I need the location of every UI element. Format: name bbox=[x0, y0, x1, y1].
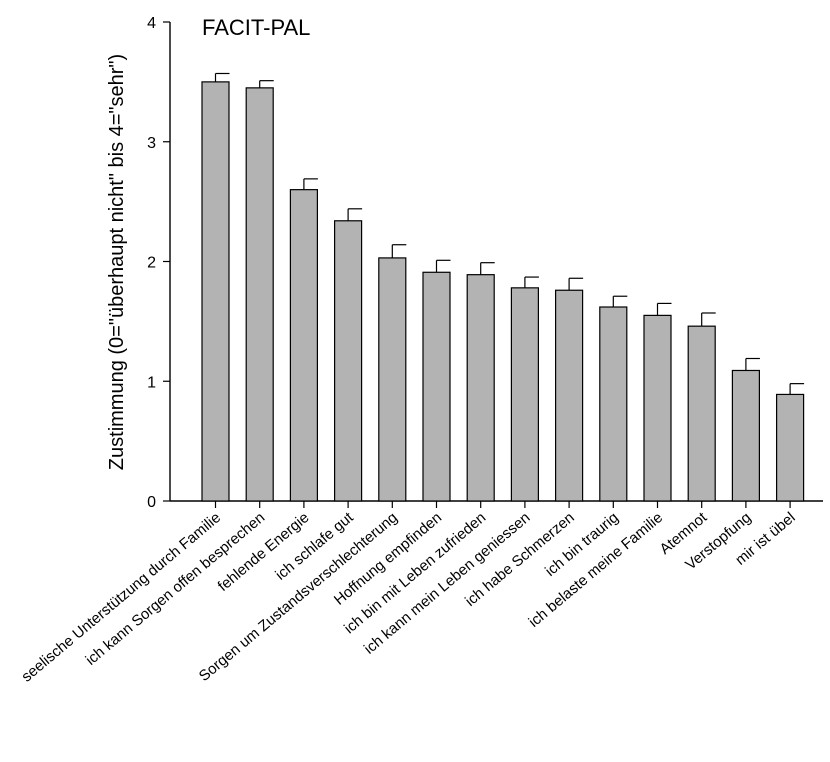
y-tick-label: 0 bbox=[147, 494, 156, 511]
bar bbox=[201, 81, 230, 502]
y-axis: 0 1 2 3 4 bbox=[147, 15, 171, 511]
bar bbox=[554, 289, 584, 502]
y-tick-label: 3 bbox=[147, 135, 156, 152]
bar bbox=[378, 257, 407, 502]
y-tick-label: 1 bbox=[147, 374, 156, 391]
bars-group bbox=[201, 81, 805, 502]
chart-title: FACIT-PAL bbox=[202, 15, 310, 40]
bar bbox=[643, 314, 672, 502]
error-bars-group bbox=[214, 72, 805, 395]
bar bbox=[775, 393, 805, 502]
bar bbox=[245, 87, 274, 502]
bar bbox=[510, 287, 539, 502]
category-label: seelische Unterstützung durch Familie bbox=[18, 509, 224, 685]
bar bbox=[334, 220, 363, 502]
bar bbox=[289, 189, 318, 502]
bar bbox=[731, 369, 761, 502]
y-axis-title: Zustimmung (0="überhaupt nicht" bis 4="s… bbox=[106, 54, 128, 470]
bar bbox=[422, 271, 451, 502]
bar bbox=[599, 306, 628, 502]
bar bbox=[687, 325, 716, 502]
bar bbox=[466, 274, 495, 502]
category-labels: seelische Unterstützung durch Familieich… bbox=[18, 509, 798, 686]
y-tick-label: 4 bbox=[147, 15, 156, 32]
y-tick-label: 2 bbox=[147, 255, 156, 272]
x-axis bbox=[170, 500, 823, 508]
